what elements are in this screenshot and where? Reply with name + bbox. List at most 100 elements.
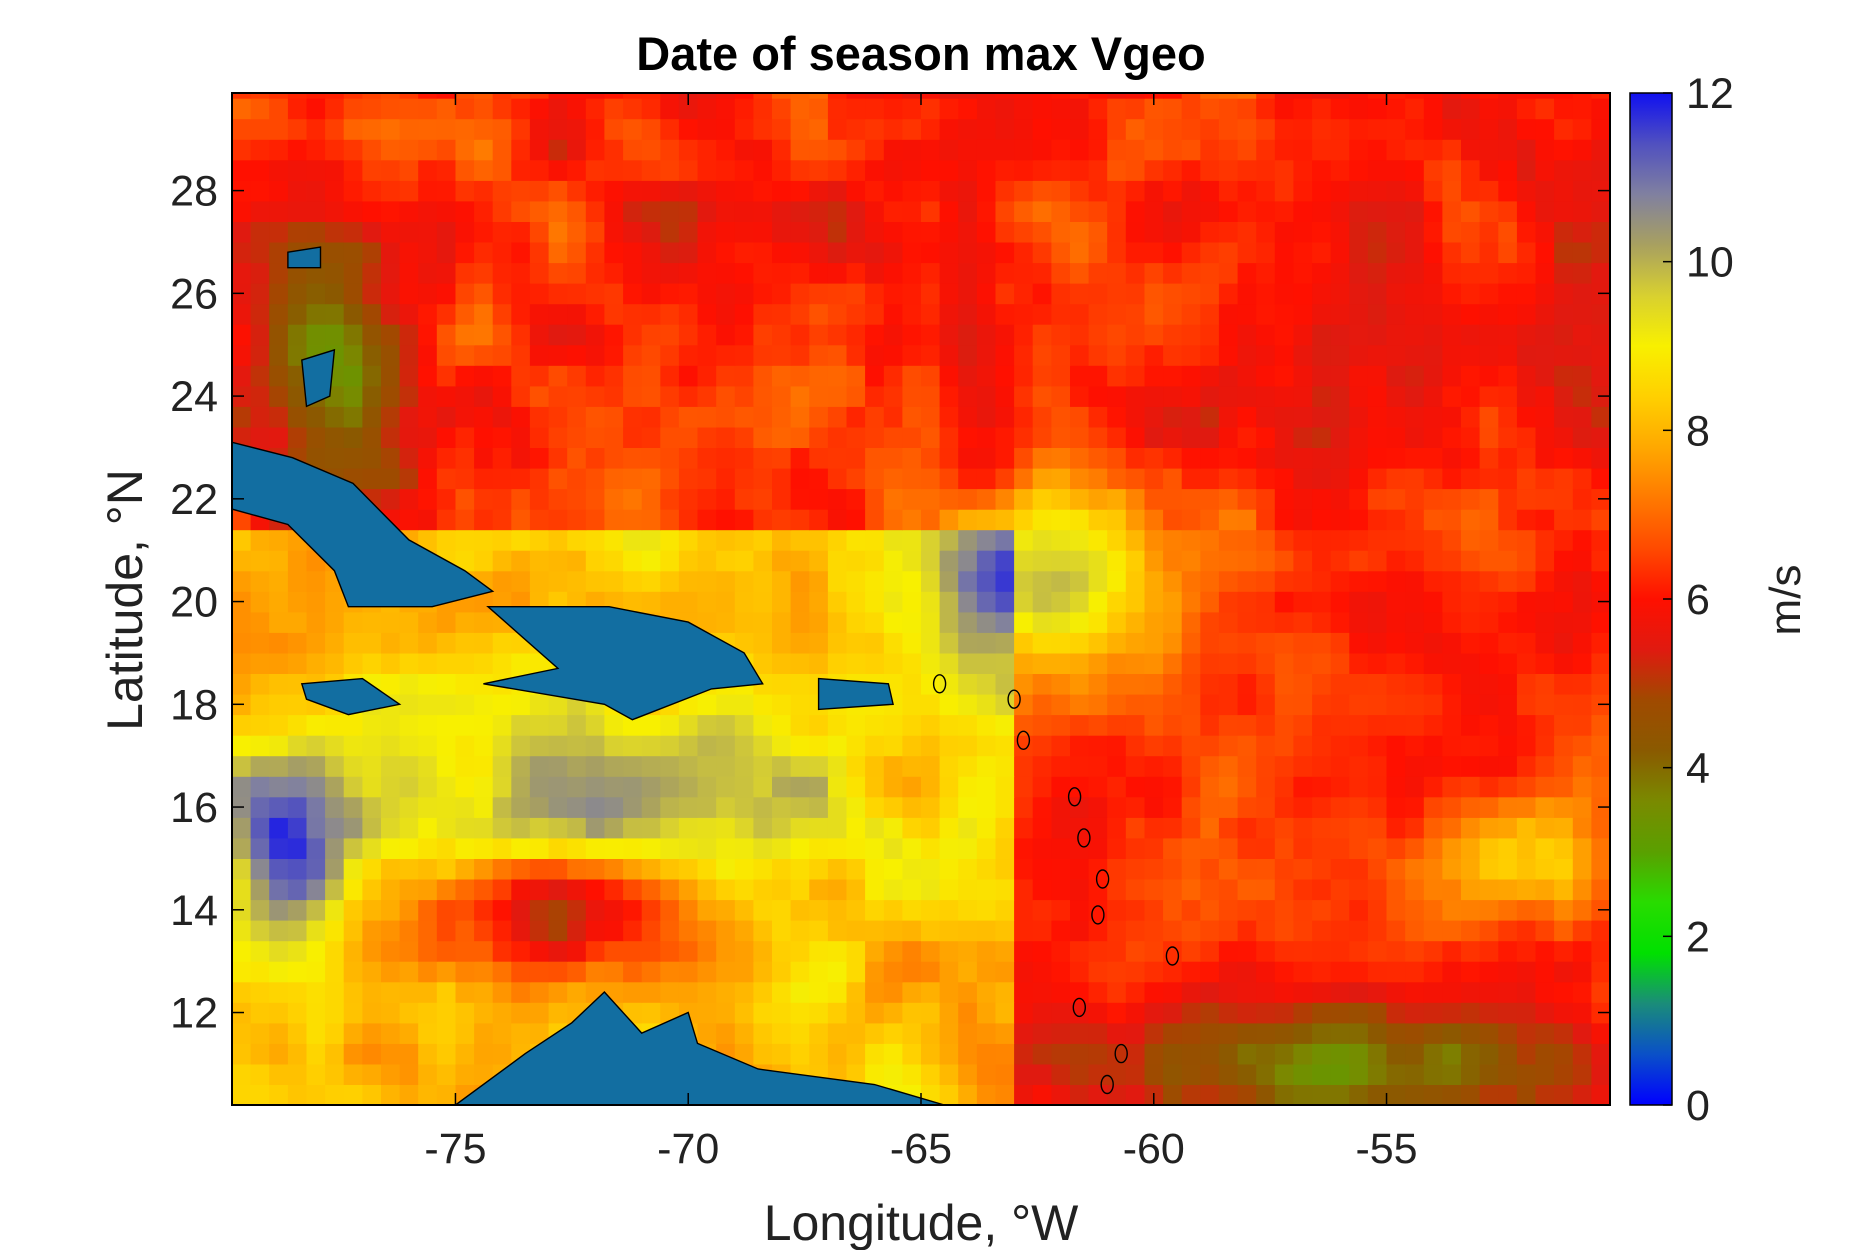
map-cell <box>1405 529 1425 551</box>
map-cell <box>1107 98 1127 120</box>
map-cell <box>1367 221 1388 243</box>
map-cell <box>1405 283 1425 305</box>
map-cell <box>1330 365 1350 387</box>
map-cell <box>772 858 792 880</box>
map-cell <box>1461 93 1481 99</box>
map-cell <box>1200 1043 1220 1065</box>
map-cell <box>1181 468 1201 490</box>
map-cell <box>846 365 866 387</box>
map-cell <box>716 468 736 490</box>
map-cell <box>865 529 885 551</box>
map-cell <box>567 714 587 736</box>
map-cell <box>790 837 810 859</box>
map-cell <box>1423 611 1443 633</box>
map-cell <box>1479 93 1499 99</box>
map-cell <box>1498 591 1518 613</box>
map-cell <box>1237 426 1257 448</box>
map-cell <box>287 837 308 859</box>
map-cell <box>902 714 922 736</box>
map-cell <box>1516 93 1537 99</box>
map-cell <box>381 817 401 839</box>
map-cell <box>1330 550 1350 572</box>
map-cell <box>1461 139 1481 161</box>
map-cell <box>436 324 456 346</box>
map-cell <box>1051 611 1071 633</box>
map-cell <box>1330 632 1350 654</box>
map-cell <box>529 755 550 777</box>
map-cell <box>232 200 252 222</box>
map-cell <box>1070 899 1090 921</box>
map-cell <box>939 98 959 120</box>
map-cell <box>1591 139 1610 161</box>
map-cell <box>772 385 792 407</box>
map-cell <box>1107 283 1127 305</box>
map-cell <box>1386 509 1406 531</box>
map-cell <box>381 242 401 264</box>
map-cell <box>492 837 512 859</box>
map-cell <box>269 591 289 613</box>
map-cell <box>660 961 680 983</box>
map-cell <box>1461 1063 1481 1085</box>
map-cell <box>1293 1002 1313 1024</box>
map-cell <box>1051 159 1071 181</box>
map-cell <box>604 139 624 161</box>
map-cell <box>734 879 754 901</box>
map-cell <box>492 200 512 222</box>
map-cell <box>1163 344 1183 366</box>
map-cell <box>1535 755 1555 777</box>
map-cell <box>716 837 736 859</box>
map-cell <box>1535 714 1555 736</box>
map-cell <box>678 221 699 243</box>
map-cell <box>362 652 382 674</box>
map-cell <box>716 920 736 942</box>
map-cell <box>697 93 717 99</box>
map-cell <box>1014 899 1034 921</box>
map-cell <box>585 447 605 469</box>
map-cell <box>1386 283 1406 305</box>
map-cell <box>1591 98 1610 120</box>
map-cell <box>511 488 531 510</box>
map-cell <box>232 714 252 736</box>
map-cell <box>1591 817 1610 839</box>
map-cell <box>418 426 438 448</box>
map-cell <box>790 796 810 818</box>
map-cell <box>772 1022 792 1044</box>
map-cell <box>362 714 382 736</box>
map-cell <box>250 981 270 1003</box>
map-cell <box>1330 694 1350 716</box>
map-cell <box>1274 899 1294 921</box>
map-cell <box>1200 488 1220 510</box>
map-cell <box>1591 468 1610 490</box>
map-cell <box>1479 344 1499 366</box>
map-cell <box>418 858 438 880</box>
map-cell <box>1032 694 1052 716</box>
map-cell <box>1256 981 1276 1003</box>
map-cell <box>511 714 531 736</box>
map-cell <box>325 632 345 654</box>
map-cell <box>436 180 456 202</box>
map-cell <box>1181 673 1201 695</box>
map-cell <box>865 488 885 510</box>
map-cell <box>716 1022 736 1044</box>
map-cell <box>1144 570 1164 592</box>
map-cell <box>827 1022 848 1044</box>
map-cell <box>678 426 699 448</box>
map-cell <box>250 858 270 880</box>
map-cell <box>1293 899 1313 921</box>
map-cell <box>716 570 736 592</box>
map-cell <box>976 920 997 942</box>
map-cell <box>976 159 997 181</box>
map-cell <box>1107 221 1127 243</box>
map-cell <box>623 365 643 387</box>
map-cell <box>1218 981 1239 1003</box>
map-cell <box>1107 118 1127 140</box>
map-cell <box>921 159 941 181</box>
map-cell <box>1423 221 1443 243</box>
map-cell <box>1442 714 1462 736</box>
map-cell <box>1125 611 1145 633</box>
map-cell <box>623 529 643 551</box>
map-cell <box>883 200 903 222</box>
map-cell <box>585 940 605 962</box>
map-cell <box>585 303 605 325</box>
map-cell <box>269 837 289 859</box>
